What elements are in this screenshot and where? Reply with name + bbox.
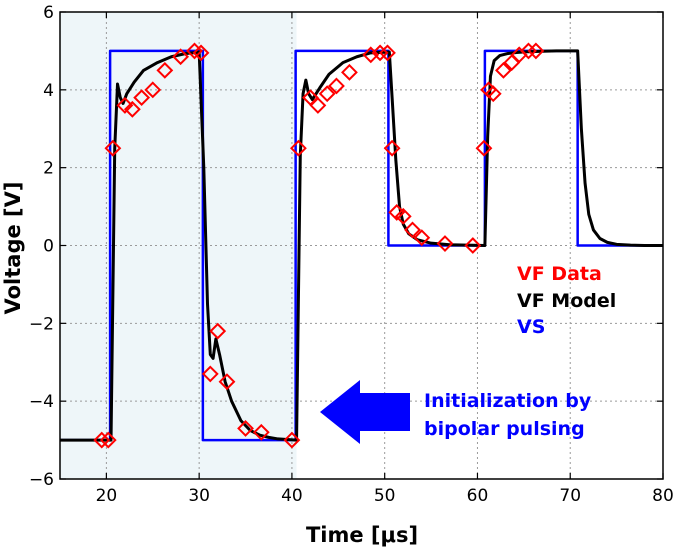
data-point-vf-data xyxy=(209,322,227,340)
data-point-vf-data xyxy=(133,89,151,107)
legend-entry-vf-model: VF Model xyxy=(517,290,616,312)
data-point-vf-data xyxy=(527,42,545,60)
y-axis-title: Voltage [V] xyxy=(1,182,25,315)
data-point-vf-data xyxy=(341,63,358,81)
y-tick-label: −2 xyxy=(29,314,54,334)
annotation-line-1: Initialization by xyxy=(424,390,592,412)
data-point-vf-data xyxy=(237,419,254,437)
data-point-vf-data xyxy=(309,96,327,114)
data-point-vf-data xyxy=(318,85,336,103)
data-point-vf-data xyxy=(520,42,537,60)
y-tick-label: 6 xyxy=(43,3,54,23)
x-axis-title: Time [μs] xyxy=(306,523,418,547)
data-point-vf-data xyxy=(201,365,219,383)
data-point-vf-data xyxy=(123,100,141,118)
x-tick-label: 40 xyxy=(281,486,303,506)
data-point-vf-data xyxy=(371,44,389,62)
legend: VF Data VF Model VS xyxy=(517,263,616,338)
data-point-vf-data xyxy=(475,139,493,157)
shaded-region xyxy=(60,12,297,479)
data-point-vf-data xyxy=(404,221,421,239)
data-point-vf-data xyxy=(218,373,236,391)
annotation-line-2: bipolar pulsing xyxy=(424,418,585,440)
data-point-vf-data xyxy=(144,81,162,99)
annotation: Initialization by bipolar pulsing xyxy=(320,380,592,444)
data-point-vf-data xyxy=(93,431,111,449)
y-tick-label: 2 xyxy=(43,159,54,179)
x-tick-label: 30 xyxy=(188,486,210,506)
data-point-vf-data xyxy=(99,431,117,449)
x-tick-label: 60 xyxy=(467,486,489,506)
data-point-vf-data xyxy=(328,77,345,95)
x-tick-label: 80 xyxy=(652,486,674,506)
data-point-vf-data xyxy=(172,48,190,66)
data-point-vf-data xyxy=(394,207,412,225)
data-point-vf-data xyxy=(156,61,174,79)
x-tick-label: 20 xyxy=(96,486,118,506)
data-point-vf-data xyxy=(383,139,401,157)
data-point-vf-data xyxy=(464,237,482,254)
data-point-vf-data xyxy=(484,85,502,103)
data-point-vf-data xyxy=(252,423,270,441)
data-point-vf-data xyxy=(413,229,431,247)
legend-entry-vs: VS xyxy=(517,316,545,338)
data-point-vf-data xyxy=(283,431,301,449)
data-point-vf-data xyxy=(116,96,134,114)
y-tick-label: −6 xyxy=(29,470,54,490)
y-tick-label: 4 xyxy=(43,81,54,101)
x-tick-label: 70 xyxy=(559,486,581,506)
data-point-vf-data xyxy=(290,139,307,157)
data-point-vf-data xyxy=(379,44,396,62)
data-point-vf-data xyxy=(104,139,122,157)
x-tick-label: 50 xyxy=(374,486,396,506)
data-point-vf-data xyxy=(192,44,210,62)
left-arrow-icon xyxy=(320,380,410,444)
y-tick-label: 0 xyxy=(43,237,54,257)
data-point-vf-data xyxy=(362,46,380,64)
y-tick-label: −4 xyxy=(29,392,54,412)
data-point-vf-data xyxy=(436,235,454,252)
legend-entry-vf-data: VF Data xyxy=(517,263,602,285)
data-point-vf-data xyxy=(495,61,512,79)
